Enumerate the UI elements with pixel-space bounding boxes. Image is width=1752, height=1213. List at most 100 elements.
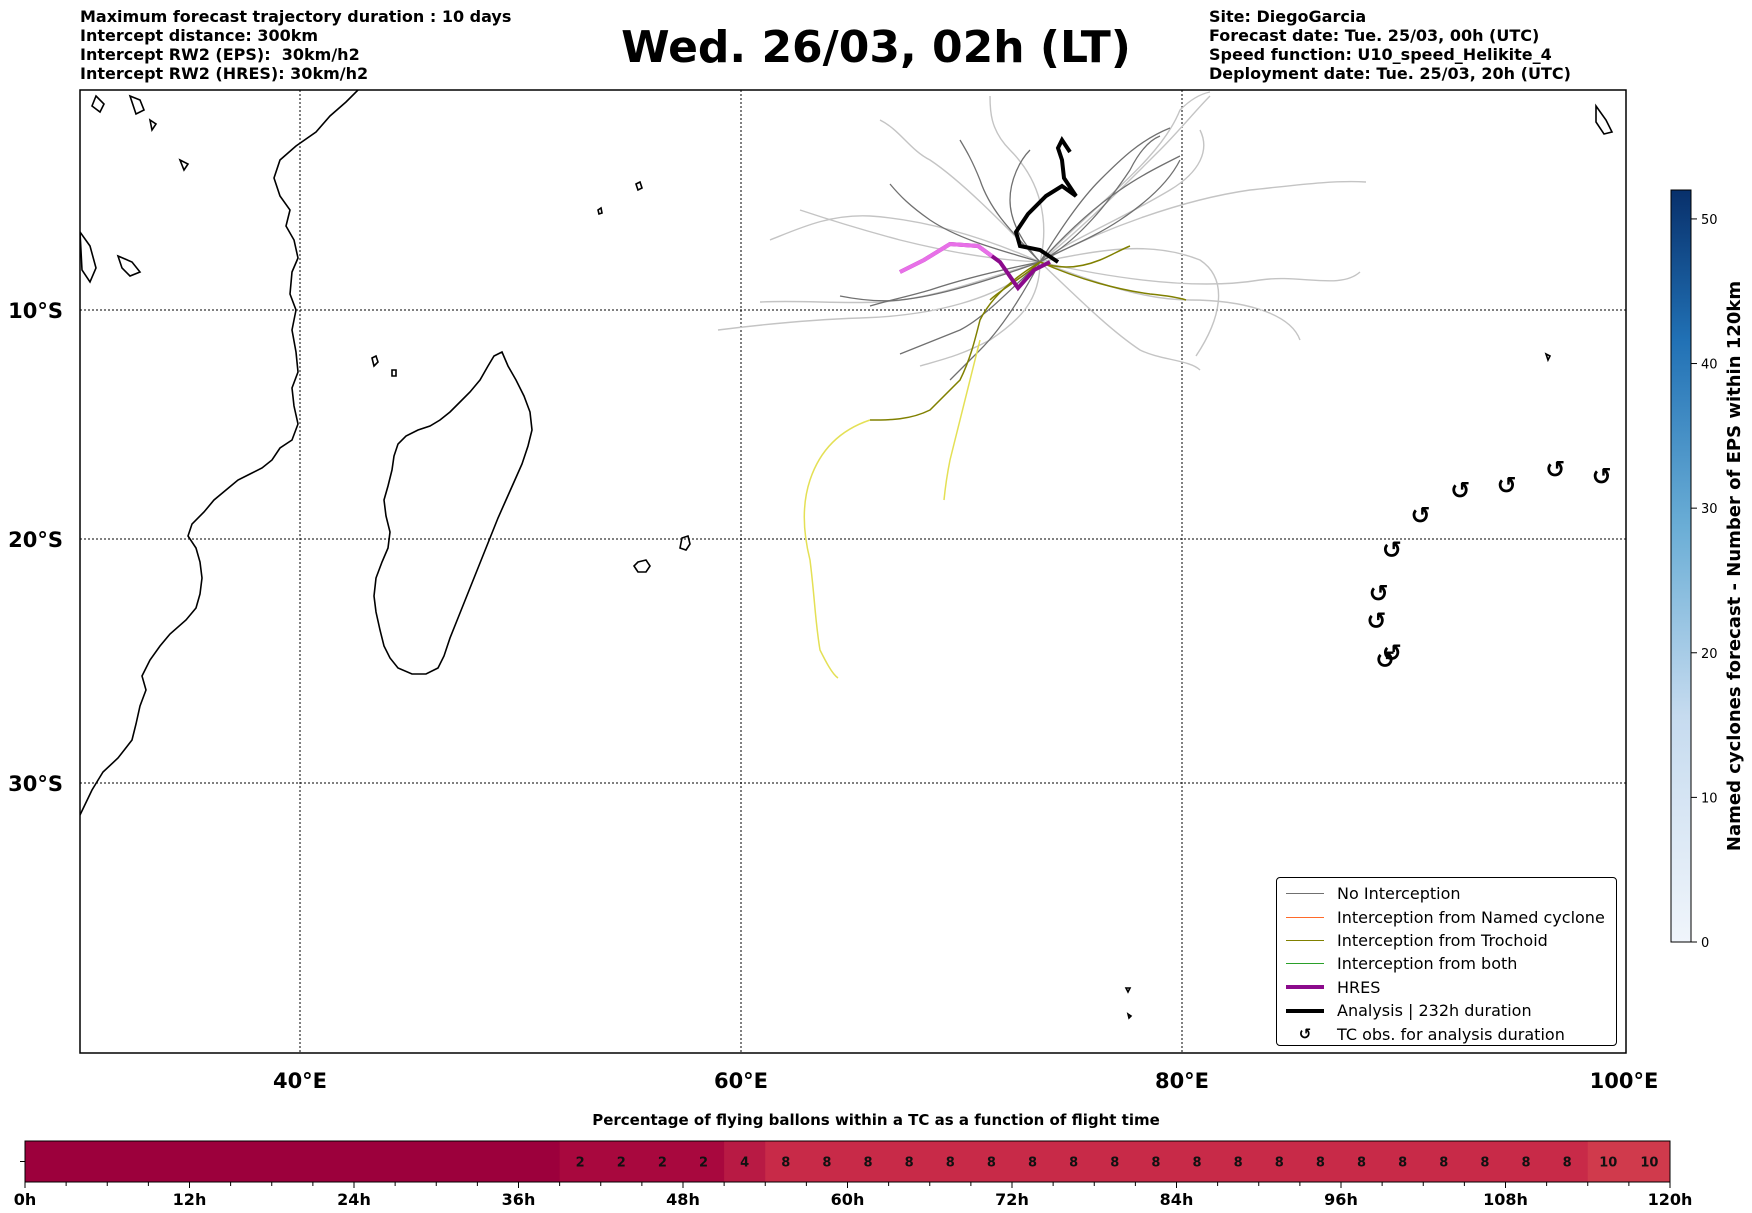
time-bar-tick-label: 84h [1160, 1190, 1194, 1209]
trajectory [1039, 135, 1161, 263]
time-bar-value: 2 [658, 1156, 667, 1171]
legend-item: ↺ TC obs. for analysis duration [1285, 1022, 1608, 1045]
colorbar-ticks: 0 10 20 30 40 50 [1691, 213, 1718, 951]
lat-tick-label: 30°S [8, 772, 63, 796]
map-frame [79, 89, 1627, 1054]
time-bar-segment [25, 1141, 561, 1182]
time-bar-value: 4 [740, 1156, 749, 1171]
trajectory [1039, 95, 1211, 263]
time-bar-tick-label: 96h [1324, 1190, 1358, 1209]
time-bar-value: 8 [1234, 1156, 1243, 1171]
time-bar-tick-label: 60h [831, 1190, 865, 1209]
legend-label: HRES [1337, 977, 1381, 997]
time-bar-segment [1546, 1141, 1589, 1182]
time-bar-value: 2 [699, 1156, 708, 1171]
tc-obs-marker: ↺ [1592, 462, 1612, 490]
colorbar-tick-label: 50 [1701, 213, 1718, 228]
time-bar-value: 8 [1439, 1156, 1448, 1171]
legend-label: Interception from Named cyclone [1337, 907, 1605, 927]
time-bar-value: 8 [822, 1156, 831, 1171]
header-right-line: Forecast date: Tue. 25/03, 00h (UTC) [1209, 26, 1540, 45]
legend-item: No Interception [1285, 882, 1608, 905]
time-bar-value: 8 [1563, 1156, 1572, 1171]
colorbar-tick-label: 10 [1701, 791, 1718, 806]
time-bar-segment [641, 1141, 684, 1182]
time-bar: 2 2 2 2 4 8 8 8 8 8 8 8 8 8 8 8 8 8 8 8 8 8 8 8 8 10 10 [25, 1141, 1671, 1182]
trajectory [717, 261, 1041, 331]
legend-label: Interception from Trochoid [1337, 930, 1548, 950]
trajectory [769, 215, 1041, 263]
time-bar-segment [888, 1141, 931, 1182]
trajectory [803, 419, 871, 679]
trajectory [1009, 149, 1041, 263]
trajectory [839, 261, 1041, 302]
header-right-line: Speed function: U10_speed_Helikite_4 [1209, 45, 1552, 64]
time-bar-segment [1217, 1141, 1260, 1182]
tc-obs-marker: ↺ [1382, 536, 1402, 564]
trajectory [869, 261, 1041, 307]
time-bar-tick-label: 120h [1648, 1190, 1693, 1209]
tc-obs-marker: ↺ [1411, 501, 1431, 529]
hres-trajectory-early [899, 241, 994, 274]
time-bar-tick-label: 72h [995, 1190, 1029, 1209]
time-bar-tick-label: 24h [337, 1190, 371, 1209]
time-bar-segment [559, 1141, 602, 1182]
pemba-zanzibar [80, 230, 142, 284]
legend-item: Interception from Trochoid [1285, 929, 1608, 952]
lon-tick-label: 60°E [714, 1069, 768, 1093]
time-bar-tick-label: 12h [173, 1190, 207, 1209]
time-bar-tick-label: 36h [502, 1190, 536, 1209]
trajectory [949, 261, 1041, 381]
time-bar-tick-label: 108h [1483, 1190, 1528, 1209]
legend-label: TC obs. for analysis duration [1337, 1024, 1565, 1044]
trajectory [1039, 155, 1181, 263]
tc-obs-marker: ↺ [1497, 472, 1517, 500]
time-bar-segment [1628, 1141, 1671, 1182]
time-bar-segment [1094, 1141, 1136, 1182]
trajectory [1039, 180, 1367, 263]
header-left-line: Maximum forecast trajectory duration : 1… [80, 7, 512, 26]
time-bar-segment [724, 1141, 766, 1182]
colorbar-tick-label: 30 [1701, 502, 1718, 517]
tc-obs-marker: ↺ [1382, 639, 1402, 667]
trajectory [759, 261, 1041, 304]
time-bar-title: Percentage of flying ballons within a TC… [592, 1111, 1160, 1129]
map-title: Wed. 26/03, 02h (LT) [621, 22, 1131, 73]
time-bar-segment [1176, 1141, 1219, 1182]
trochoid-trajectories [869, 245, 1187, 421]
trajectory [879, 119, 1041, 263]
north-west-islands [91, 94, 190, 172]
lat-tick-label: 10°S [8, 299, 63, 323]
legend-item: Interception from Named cyclone [1285, 905, 1608, 928]
trajectory [1039, 261, 1301, 341]
trajectory [1039, 261, 1201, 371]
time-bar-segment [970, 1141, 1013, 1182]
time-bar-value: 8 [1316, 1156, 1325, 1171]
time-bar-ticks: 0h 12h 24h 36h 48h 60h 72h 84h 96h 108h 120h [14, 1161, 1693, 1209]
tc-obs-marker: ↺ [1375, 646, 1395, 674]
time-bar-value: 2 [617, 1156, 626, 1171]
time-bar-segment [765, 1141, 807, 1182]
time-bar-value: 10 [1599, 1156, 1617, 1171]
legend-swatch [1285, 980, 1325, 994]
trajectory [1039, 247, 1220, 357]
trajectory [943, 339, 981, 501]
graticule [80, 90, 1626, 1053]
legend-label: Analysis | 232h duration [1337, 1001, 1532, 1021]
legend-swatch [1285, 1004, 1325, 1018]
cyclone-colorbar [1670, 189, 1692, 943]
time-bar-segment [1341, 1141, 1383, 1182]
time-bar-value: 8 [905, 1156, 914, 1171]
legend-swatch [1285, 887, 1325, 901]
trochoid-trajectories-light [803, 339, 981, 679]
header-left-line: Intercept RW2 (HRES): 30km/h2 [80, 64, 369, 83]
time-bar-segment [1464, 1141, 1506, 1182]
time-bar-segment [1135, 1141, 1177, 1182]
africa-coastline [80, 90, 359, 816]
trajectory [1039, 159, 1181, 263]
time-bar-segment [1258, 1141, 1301, 1182]
header-right: Site: DiegoGarcia Forecast date: Tue. 25… [1209, 7, 1571, 83]
legend-swatch [1285, 933, 1325, 947]
legend-item: HRES [1285, 976, 1608, 999]
